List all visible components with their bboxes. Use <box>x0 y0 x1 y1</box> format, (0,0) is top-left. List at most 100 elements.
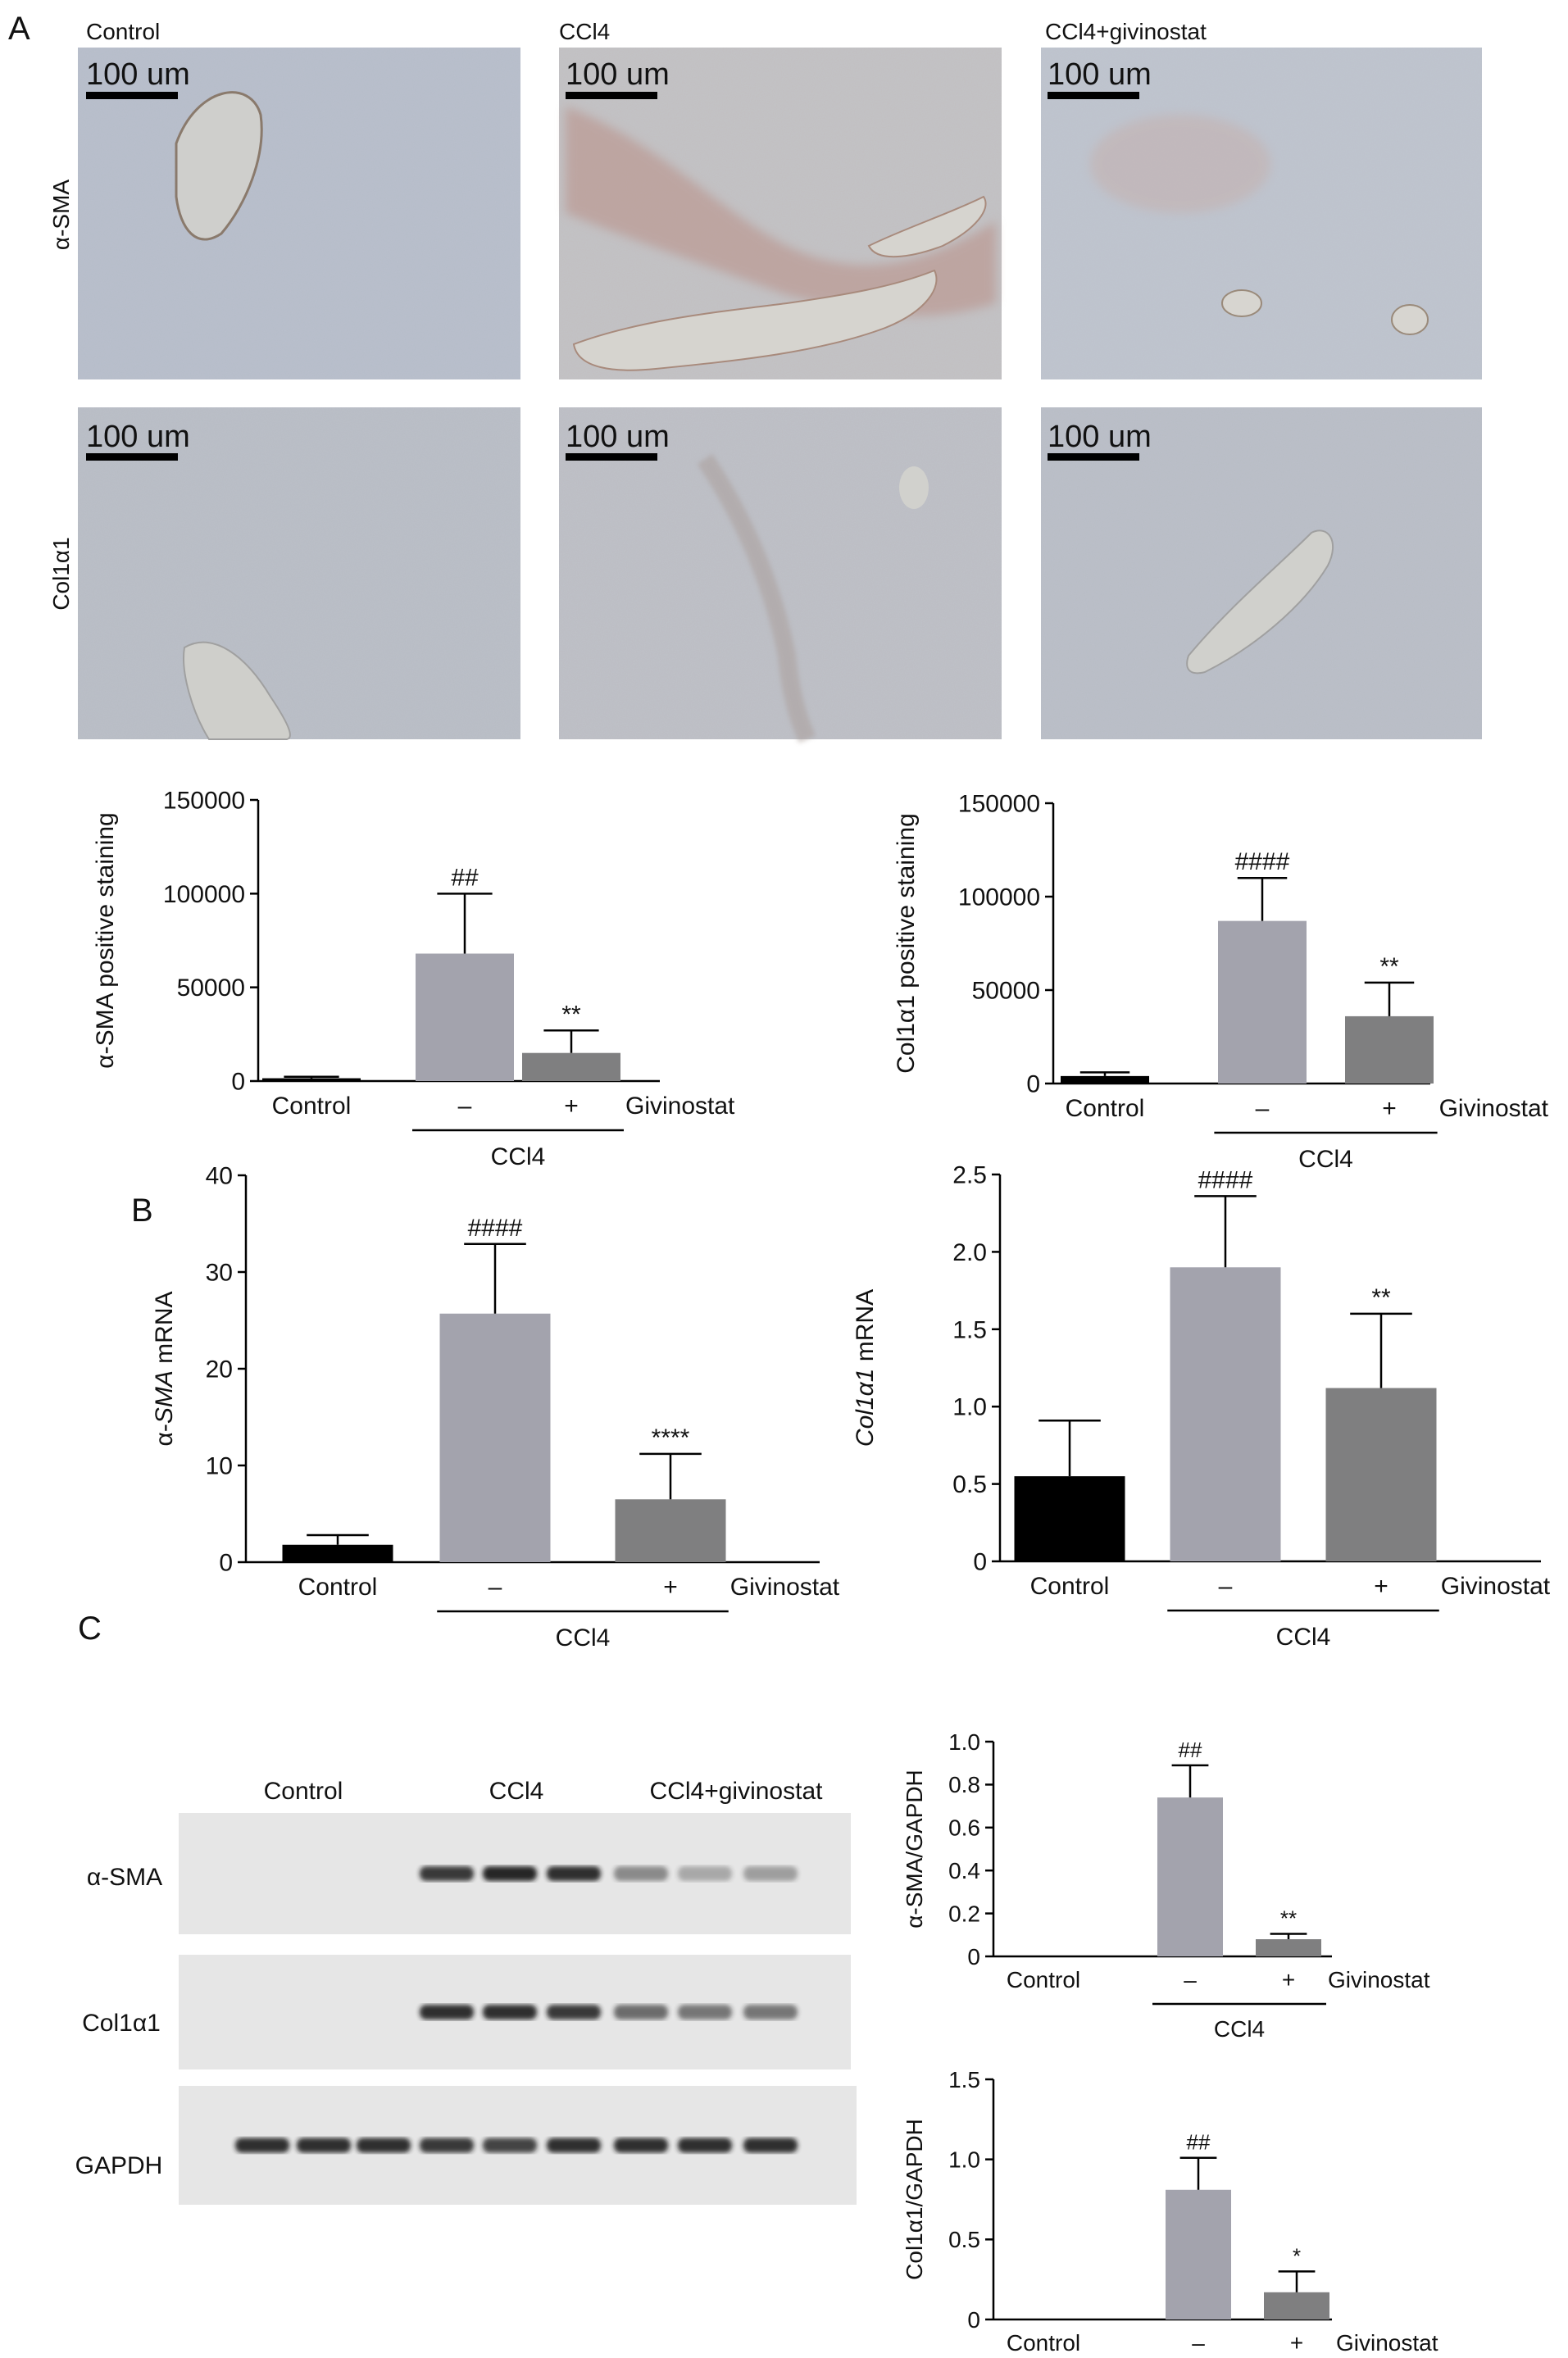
y-tick-label: 0 <box>967 1944 980 1970</box>
y-axis-label: α-SMA/GAPDH <box>902 1770 927 1929</box>
y-axis-label: α-SMA mRNA <box>151 1291 178 1446</box>
y-tick-label: 0 <box>973 1549 987 1576</box>
bar <box>1014 1476 1125 1561</box>
wb-row-label-gapdh: GAPDH <box>75 2152 163 2179</box>
histology-row-asma: α-SMA <box>48 179 74 251</box>
bar <box>1218 920 1307 1084</box>
wb-row-label-asma: α-SMA <box>87 1864 162 1891</box>
group-label: CCl4 <box>1276 1624 1331 1651</box>
significance-label: ## <box>451 864 479 891</box>
wb-band <box>547 1866 601 1881</box>
treatment-label: Givinostat <box>1328 1967 1430 1992</box>
bar <box>282 1544 393 1562</box>
scale-bar-icon <box>566 92 657 99</box>
significance-label: ** <box>1371 1284 1391 1311</box>
x-tick-label: + <box>1374 1573 1388 1600</box>
wb-band <box>483 2005 537 2020</box>
significance-label: #### <box>468 1215 523 1242</box>
x-tick-label: – <box>1256 1095 1270 1122</box>
wb-band <box>483 1866 537 1881</box>
bar <box>1157 1797 1223 1956</box>
histology-image-col1a1-givinostat: 100 um <box>1041 407 1482 739</box>
svg-text:100 um: 100 um <box>86 420 190 454</box>
wb-row-label-col1a1: Col1α1 <box>82 2010 161 2037</box>
wb-band <box>614 2138 668 2153</box>
x-tick-label: + <box>564 1093 579 1120</box>
significance-label: * <box>1293 2243 1301 2268</box>
panel-label-a: A <box>8 11 30 47</box>
significance-label: ## <box>1187 2130 1211 2155</box>
bar <box>1325 1388 1437 1561</box>
histology-row-col1a1: Col1α1 <box>48 537 74 610</box>
group-label: CCl4 <box>491 1143 546 1170</box>
y-tick-label: 50000 <box>177 975 245 1002</box>
wb-band <box>297 2138 351 2153</box>
wb-band <box>420 2005 474 2020</box>
significance-label: #### <box>1235 848 1290 875</box>
svg-text:100 um: 100 um <box>86 57 190 92</box>
group-label: CCl4 <box>1298 1146 1353 1173</box>
y-tick-label: 100000 <box>958 884 1040 911</box>
significance-label: #### <box>1198 1166 1253 1193</box>
x-tick-label: + <box>663 1574 678 1601</box>
wb-band <box>547 2005 601 2020</box>
x-tick-label: – <box>1219 1573 1233 1600</box>
chart-b-col1a1-mrna: 0 0.5 1.0 1.5 2.0 2.5 Col1α1 mRNA Control #### – *… <box>852 1162 1551 1652</box>
x-tick-label: + <box>1382 1095 1397 1122</box>
bar <box>1256 1939 1321 1956</box>
group-label: CCl4 <box>1214 2016 1265 2042</box>
histology-image-col1a1-ccl4: 100 um <box>559 407 1002 743</box>
significance-label: ** <box>1379 953 1399 980</box>
bar <box>1166 2189 1231 2319</box>
treatment-label: Givinostat <box>1441 1573 1551 1600</box>
y-tick-label: 30 <box>206 1260 233 1287</box>
wb-band <box>235 2138 289 2153</box>
wb-band <box>743 2005 798 2020</box>
y-tick-label: 0.6 <box>948 1815 980 1841</box>
wb-group-ccl4-givinostat: CCl4+givinostat <box>650 1778 824 1805</box>
treatment-label: Givinostat <box>730 1574 840 1601</box>
wb-band <box>678 2138 732 2153</box>
x-tick-label: – <box>1184 1967 1197 1992</box>
y-tick-label: 100000 <box>163 881 245 908</box>
chart-c-asma-gapdh: 0 0.2 0.4 0.6 0.8 1.0 α-SMA/GAPDH Control ## – ** +… <box>902 1729 1430 2042</box>
chart-b-asma-mrna: 0 10 20 30 40 α-SMA mRNA Control #### – **** + Givi… <box>151 1163 840 1652</box>
wb-band <box>547 2138 601 2153</box>
treatment-label: Givinostat <box>1336 2330 1438 2356</box>
bar <box>262 1078 361 1081</box>
histology-image-asma-ccl4: 100 um <box>559 48 1002 379</box>
y-tick-label: 1.0 <box>948 1729 980 1755</box>
wb-band <box>420 1866 474 1881</box>
scale-bar-icon <box>86 453 178 461</box>
wb-band <box>357 2138 411 2153</box>
panel-label-c: C <box>78 1611 102 1647</box>
y-tick-label: 2.5 <box>952 1162 987 1189</box>
bar <box>439 1313 551 1562</box>
significance-label: ## <box>1179 1738 1202 1762</box>
bar <box>1061 1075 1149 1084</box>
y-tick-label: 40 <box>206 1163 233 1190</box>
bar <box>1264 2292 1329 2319</box>
significance-label: ** <box>561 1001 581 1028</box>
significance-label: **** <box>652 1424 690 1452</box>
x-tick-label: Control <box>1066 1095 1145 1122</box>
wb-band <box>678 1866 732 1881</box>
treatment-label: Givinostat <box>625 1093 735 1120</box>
y-tick-label: 0 <box>219 1550 233 1577</box>
panel-label-b: B <box>131 1193 153 1229</box>
chart-c-col1a1-gapdh: 0 0.5 1.0 1.5 Col1α1/GAPDH Control ## – * + Givino… <box>902 2067 1438 2356</box>
x-tick-label: – <box>458 1093 472 1120</box>
wb-band <box>743 2138 798 2153</box>
y-tick-label: 20 <box>206 1356 233 1383</box>
wb-band <box>614 2005 668 2020</box>
wb-group-ccl4: CCl4 <box>489 1778 544 1805</box>
wb-band <box>743 1866 798 1881</box>
x-tick-label: – <box>1192 2330 1205 2356</box>
treatment-label: Givinostat <box>1439 1095 1549 1122</box>
svg-text:100 um: 100 um <box>566 420 670 454</box>
histology-col-ccl4: CCl4 <box>559 19 610 44</box>
x-tick-label: Control <box>1007 2330 1080 2356</box>
group-label: CCl4 <box>556 1624 611 1652</box>
wb-band <box>614 1866 668 1881</box>
